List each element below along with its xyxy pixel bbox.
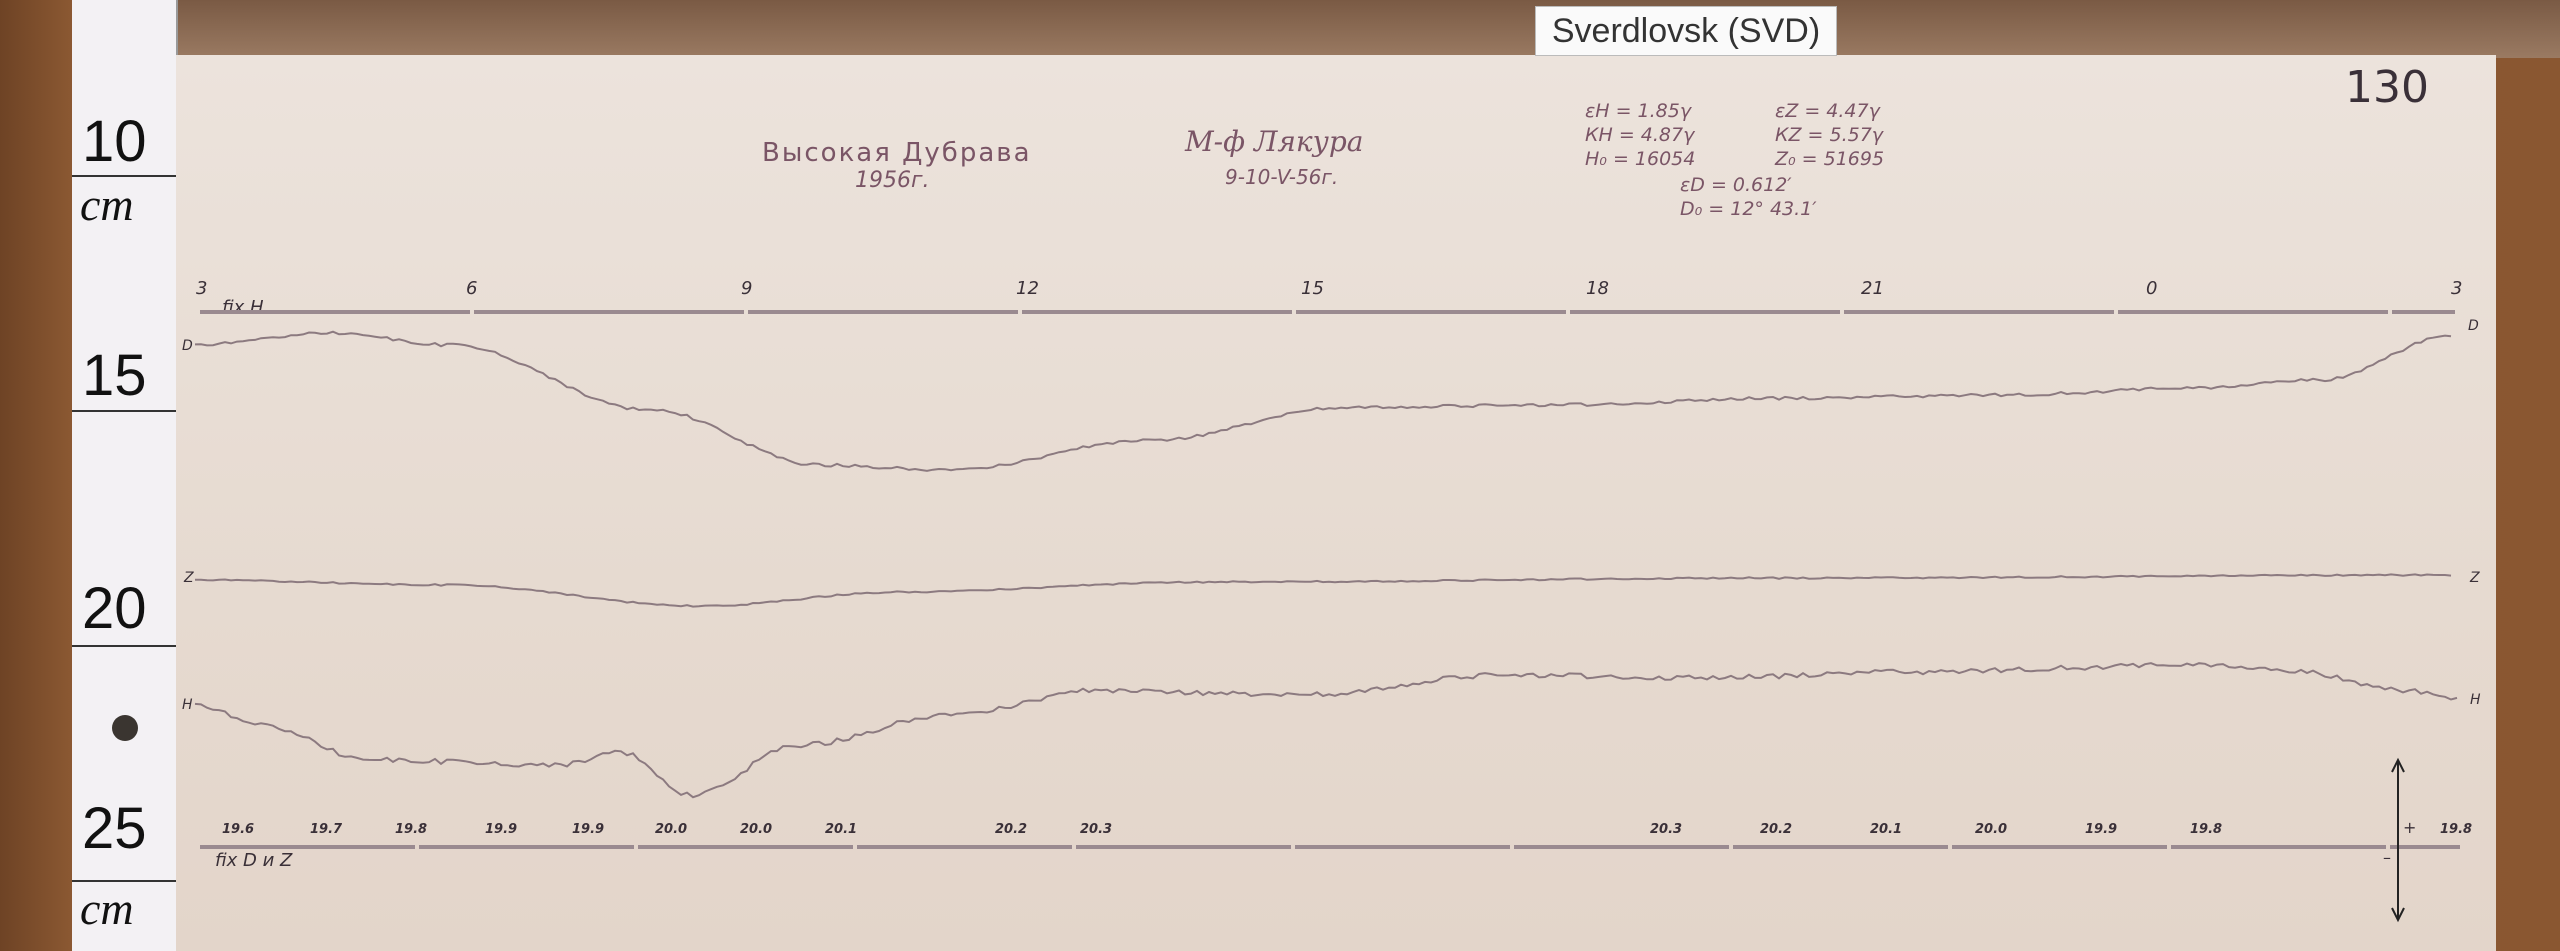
temperature-label: 20.3 — [1080, 822, 1113, 837]
temperature-label: 19.8 — [2190, 822, 2223, 837]
ruler-mark-25: 25 — [82, 796, 147, 861]
time-label: 12 — [1016, 278, 1039, 299]
temperature-label: 20.0 — [1975, 822, 2008, 837]
temperature-label: 20.2 — [1760, 822, 1793, 837]
time-label: 3 — [196, 278, 208, 299]
time-label: 6 — [466, 278, 478, 299]
magnetogram-sheet — [176, 55, 2496, 951]
arrow-plus: + — [2403, 818, 2417, 837]
time-label: 3 — [2451, 278, 2463, 299]
trace-label-d-left: D — [182, 338, 193, 354]
temperature-label: 20.2 — [995, 822, 1028, 837]
temperature-label: 20.0 — [655, 822, 688, 837]
ruler-tick — [72, 880, 176, 882]
param-eps-z: εZ = 4.47γ — [1775, 100, 1880, 122]
trace-label-d-right: D — [2468, 318, 2479, 334]
arrow-minus: – — [2383, 848, 2391, 867]
time-label: 21 — [1861, 278, 1884, 299]
baseline-label-bottom: fix D и Z — [215, 850, 293, 871]
trace-h — [194, 662, 2458, 799]
ruler-unit: cm — [80, 883, 134, 934]
param-d0: D₀ = 12° 43.1′ — [1680, 198, 1817, 220]
ruler-mark-15: 15 — [82, 343, 147, 408]
time-label: 18 — [1586, 278, 1609, 299]
time-label: 9 — [741, 278, 753, 299]
trace-label-z-right: Z — [2470, 570, 2480, 586]
ruler-tick — [72, 410, 176, 412]
ruler-hole — [112, 715, 138, 741]
temperature-label: 20.0 — [740, 822, 773, 837]
ruler-tick — [72, 175, 176, 177]
param-eps-h: εН = 1.85γ — [1585, 100, 1692, 122]
time-label: 0 — [2146, 278, 2158, 299]
temperature-label: 19.9 — [485, 822, 518, 837]
temperature-label: 19.8 — [395, 822, 428, 837]
param-eps-d: εD = 0.612′ — [1680, 174, 1792, 196]
station-year: 1956г. — [855, 168, 930, 193]
param-h0: Н₀ = 16054 — [1585, 148, 1696, 170]
arrow-head-down — [2391, 907, 2405, 923]
ruler-mark-10: 10 — [82, 109, 147, 174]
trace-z — [195, 573, 2452, 608]
station-label: Sverdlovsk (SVD) — [1535, 6, 1837, 56]
param-k-z: КZ = 5.57γ — [1775, 124, 1884, 146]
arrow-head-up — [2391, 757, 2405, 773]
temperature-label: 20.1 — [1870, 822, 1903, 837]
temperature-label: 19.9 — [2085, 822, 2118, 837]
time-label: 15 — [1301, 278, 1324, 299]
temperature-label: 19.6 — [222, 822, 255, 837]
temperature-label: 19.9 — [572, 822, 605, 837]
trace-label-h-right: H — [2470, 692, 2481, 708]
temperature-label: 20.3 — [1650, 822, 1683, 837]
observer-name: М-ф Лякура — [1185, 125, 1364, 158]
trace-label-z-left: Z — [184, 570, 194, 586]
temperature-label: 19.7 — [310, 822, 343, 837]
ruler: 10 cm 15 20 25 cm — [72, 0, 178, 951]
ruler-unit: cm — [80, 179, 134, 230]
observer-date: 9-10-V-56г. — [1225, 165, 1339, 189]
temperature-label: 19.8 — [2440, 822, 2473, 837]
trace-d — [194, 330, 2452, 472]
sheet-number: 130 — [2345, 62, 2429, 113]
param-k-h: КН = 4.87γ — [1585, 124, 1695, 146]
param-z0: Z₀ = 51695 — [1775, 148, 1885, 170]
glass-edge — [175, 0, 2560, 58]
ruler-mark-20: 20 — [82, 576, 147, 641]
trace-label-h-left: H — [182, 697, 193, 713]
ruler-tick — [72, 645, 176, 647]
station-name: Высокая Дубрава — [762, 138, 1032, 168]
temperature-label: 20.1 — [825, 822, 858, 837]
